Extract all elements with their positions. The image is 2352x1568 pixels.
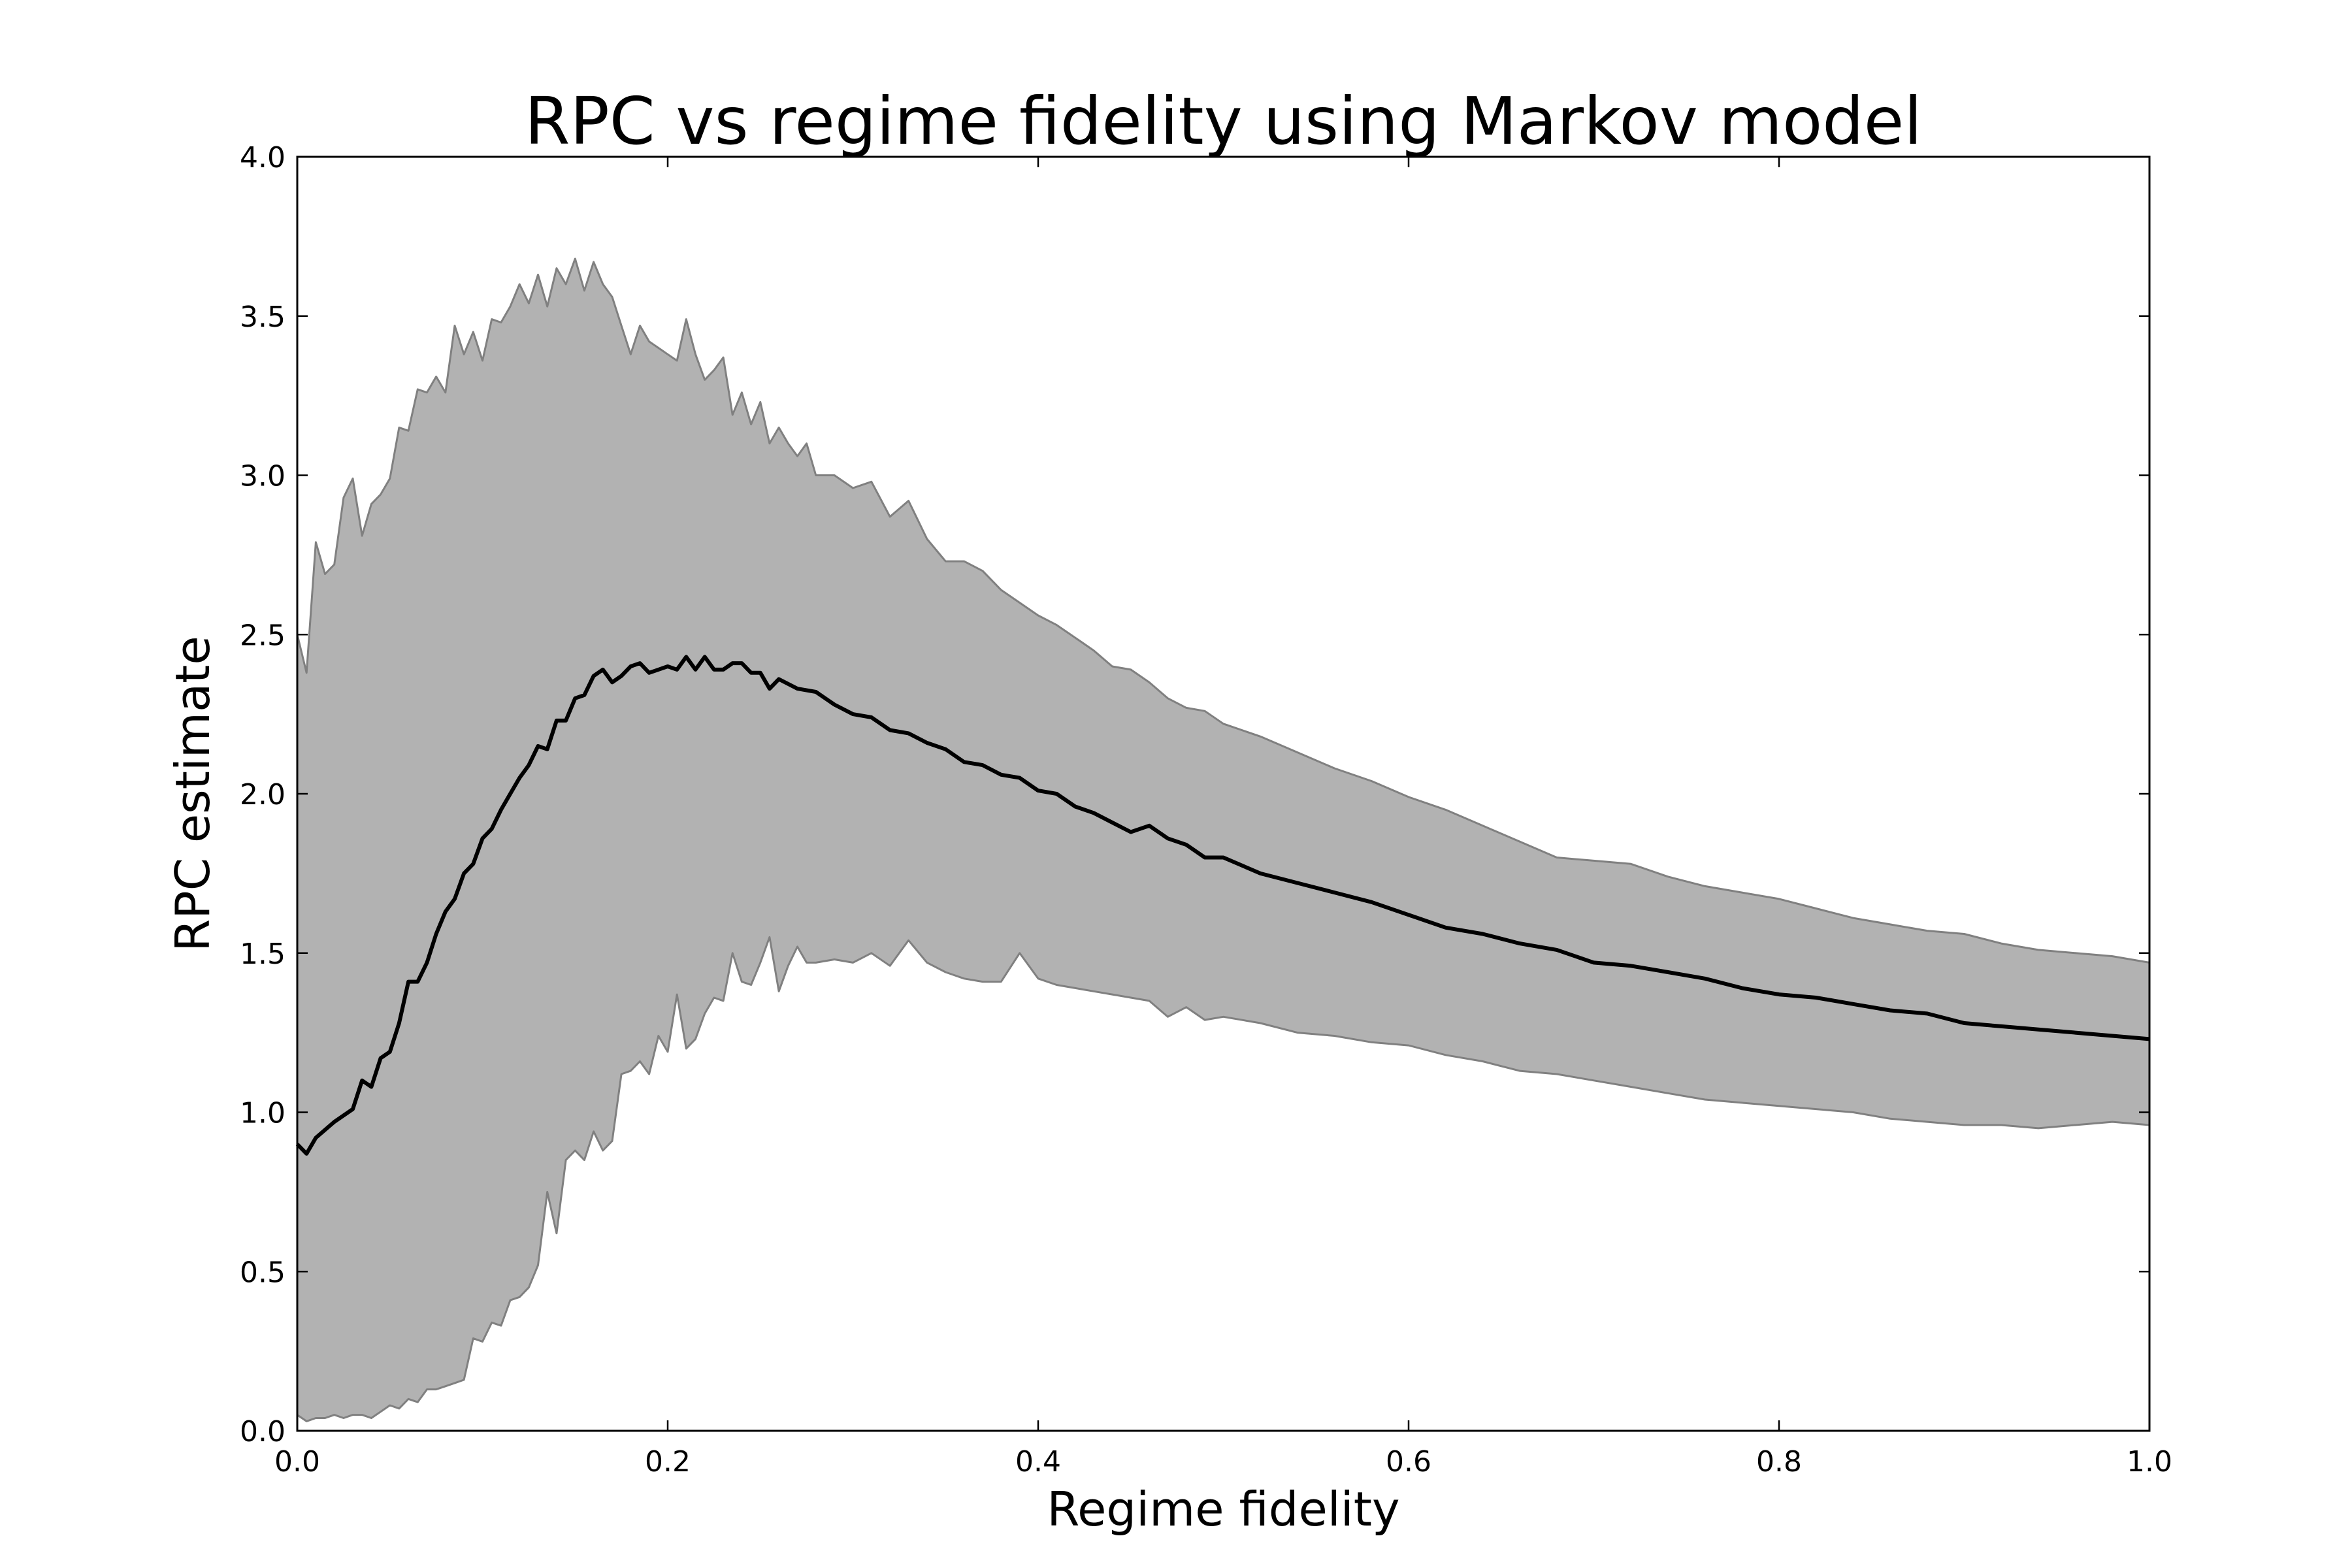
y-tick-label: 1.5 xyxy=(240,938,286,971)
confidence-band xyxy=(296,257,2151,1422)
x-tick-label: 0.2 xyxy=(645,1445,691,1478)
y-tick-label: 2.5 xyxy=(240,619,286,652)
y-tick-label: 0.0 xyxy=(240,1415,286,1448)
x-tick-label: 0.0 xyxy=(274,1445,320,1478)
x-tick-label: 0.6 xyxy=(1386,1445,1431,1478)
y-tick-label: 3.5 xyxy=(240,301,286,334)
chart-title: RPC vs regime fidelity using Markov mode… xyxy=(525,83,1922,159)
y-tick-label: 2.0 xyxy=(240,778,286,811)
y-axis-label: RPC estimate xyxy=(165,636,220,951)
x-tick-label: 0.4 xyxy=(1015,1445,1061,1478)
y-tick-label: 3.0 xyxy=(240,460,286,493)
x-tick-label: 1.0 xyxy=(2127,1445,2172,1478)
mean-line xyxy=(295,655,2150,1156)
x-tick-label: 0.8 xyxy=(1756,1445,1802,1478)
y-tick-label: 1.0 xyxy=(240,1097,286,1130)
axis-ticks: 0.0 0.2 0.4 0.6 0.8 1.0 0.0 0.5 1.0 1.5 2.0 2.5 3.0 3… xyxy=(240,141,2172,1478)
plot-area xyxy=(295,257,2151,1422)
y-tick-label: 0.5 xyxy=(240,1256,286,1289)
x-axis-label: Regime fidelity xyxy=(1047,1482,1399,1537)
y-tick-label: 4.0 xyxy=(240,141,286,174)
